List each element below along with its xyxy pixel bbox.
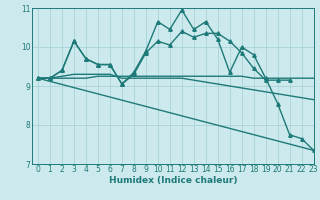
X-axis label: Humidex (Indice chaleur): Humidex (Indice chaleur) <box>108 176 237 185</box>
